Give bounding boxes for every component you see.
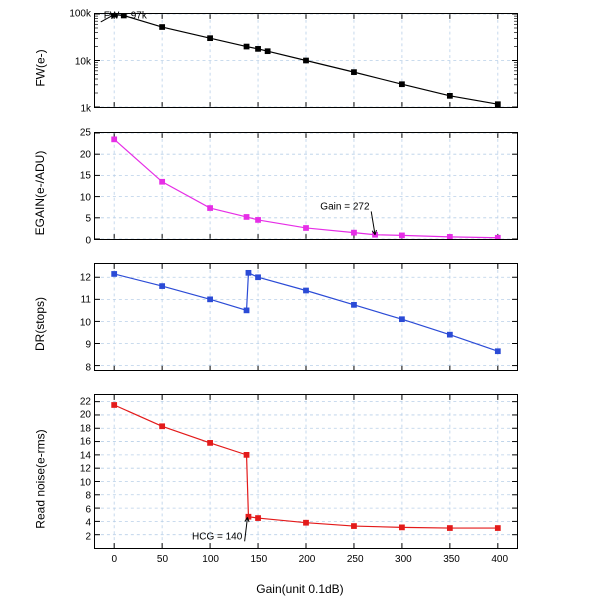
y-axis-label-fw: FW(e-) (33, 20, 47, 115)
panel-dr: 89101112 (94, 263, 518, 371)
chart-page: { "xaxis": { "label": "Gain(unit 0.1dB)"… (0, 0, 600, 600)
ytick-label: 5 (85, 214, 91, 225)
ytick-label: 12 (80, 272, 91, 283)
ytick-label: 9 (85, 340, 91, 351)
xtick-label: 150 (250, 554, 267, 565)
panel-fw: 1k10k100kFW = 97k (94, 13, 518, 108)
xtick-label: 200 (299, 554, 316, 565)
panel-egain: 0510152025Gain = 272 (94, 132, 518, 240)
ytick-label: 15 (80, 171, 91, 182)
ytick-label: 25 (80, 128, 91, 139)
ytick-label: 1k (80, 104, 91, 115)
ytick-label: 6 (85, 504, 91, 515)
annotation: HCG = 140 (192, 532, 242, 543)
ytick-label: 10k (75, 56, 91, 67)
annotation: Gain = 272 (320, 201, 369, 212)
ytick-label: 22 (80, 396, 91, 407)
y-axis-label-egain: EGAIN(e-/ADU) (33, 139, 47, 247)
xtick-label: 400 (491, 554, 508, 565)
ytick-label: 100k (69, 9, 91, 20)
ytick-label: 10 (80, 477, 91, 488)
ytick-label: 16 (80, 437, 91, 448)
annotation: FW = 97k (104, 11, 147, 22)
xtick-label: 300 (395, 554, 412, 565)
ytick-label: 12 (80, 464, 91, 475)
ytick-label: 18 (80, 423, 91, 434)
ytick-label: 11 (81, 295, 91, 306)
ytick-label: 0 (85, 236, 91, 247)
xtick-label: 100 (202, 554, 219, 565)
xtick-label: 350 (443, 554, 460, 565)
ytick-label: 2 (85, 531, 91, 542)
ytick-label: 4 (85, 518, 91, 529)
ytick-label: 10 (80, 317, 91, 328)
xtick-label: 50 (157, 554, 168, 565)
ytick-label: 20 (80, 149, 91, 160)
y-axis-label-rn: Read noise(e-rms) (33, 401, 47, 556)
xtick-label: 0 (111, 554, 117, 565)
ytick-label: 8 (85, 491, 91, 502)
x-axis-label: Gain(unit 0.1dB) (0, 582, 600, 596)
y-axis-label-dr: DR(stops) (33, 270, 47, 378)
ytick-label: 8 (85, 362, 91, 373)
ytick-label: 14 (80, 450, 91, 461)
panel-rn: 246810121416182022HCG = 1400501001502002… (94, 394, 518, 549)
ytick-label: 10 (80, 192, 91, 203)
ytick-label: 20 (80, 410, 91, 421)
xtick-label: 250 (347, 554, 364, 565)
